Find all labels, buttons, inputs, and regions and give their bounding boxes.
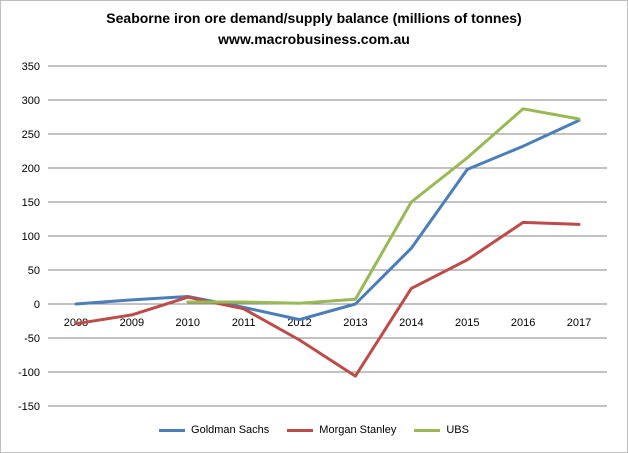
y-tick-label: -50 bbox=[24, 333, 40, 345]
series-line-morgan-stanley bbox=[74, 220, 581, 378]
y-tick-label: 250 bbox=[22, 129, 40, 141]
data-point-ubs bbox=[298, 302, 301, 305]
data-point-morgan-stanley bbox=[466, 258, 469, 261]
data-point-goldman-sachs bbox=[130, 298, 133, 301]
legend-swatch bbox=[414, 428, 441, 432]
legend-item-goldman-sachs: Goldman Sachs bbox=[159, 424, 269, 436]
series-line-goldman-sachs bbox=[74, 118, 581, 322]
legend-item-ubs: UBS bbox=[414, 424, 469, 436]
y-tick-label: 300 bbox=[22, 95, 40, 107]
data-point-morgan-stanley bbox=[522, 221, 525, 224]
y-tick-label: -100 bbox=[18, 367, 40, 379]
x-tick-label: 2014 bbox=[399, 317, 423, 329]
y-tick-label: 350 bbox=[22, 61, 40, 73]
legend-swatch bbox=[159, 428, 186, 432]
data-point-morgan-stanley bbox=[186, 296, 189, 299]
data-point-ubs bbox=[354, 298, 357, 301]
data-point-ubs bbox=[242, 300, 245, 303]
x-tick-label: 2017 bbox=[567, 317, 591, 329]
x-tick-label: 2016 bbox=[511, 317, 535, 329]
legend-label: UBS bbox=[446, 424, 469, 436]
data-point-ubs bbox=[578, 118, 581, 121]
y-tick-label: 200 bbox=[22, 163, 40, 175]
y-tick-label: -150 bbox=[18, 401, 40, 413]
data-point-morgan-stanley bbox=[354, 375, 357, 378]
x-tick-label: 2011 bbox=[232, 317, 256, 329]
data-point-ubs bbox=[186, 300, 189, 303]
data-point-morgan-stanley bbox=[74, 322, 77, 325]
y-tick-label: 0 bbox=[34, 299, 40, 311]
x-tick-label: 2010 bbox=[176, 317, 200, 329]
y-tick-label: 150 bbox=[22, 197, 40, 209]
data-point-goldman-sachs bbox=[522, 145, 525, 148]
x-tick-label: 2013 bbox=[343, 317, 367, 329]
data-point-goldman-sachs bbox=[298, 318, 301, 321]
x-tick-label: 2009 bbox=[120, 317, 144, 329]
series-line-ubs bbox=[186, 107, 581, 305]
legend-swatch bbox=[287, 428, 314, 432]
chart-subtitle: www.macrobusiness.com.au bbox=[218, 31, 410, 47]
data-point-ubs bbox=[410, 201, 413, 204]
x-tick-label: 2015 bbox=[455, 317, 479, 329]
data-point-morgan-stanley bbox=[298, 339, 301, 342]
data-point-morgan-stanley bbox=[242, 307, 245, 310]
data-point-goldman-sachs bbox=[466, 168, 469, 171]
data-point-ubs bbox=[522, 107, 525, 110]
y-tick-label: 100 bbox=[22, 231, 40, 243]
x-tick-label: 2012 bbox=[287, 317, 311, 329]
data-point-goldman-sachs bbox=[74, 303, 77, 306]
legend-label: Goldman Sachs bbox=[191, 424, 270, 436]
y-tick-label: 50 bbox=[28, 265, 40, 277]
data-point-ubs bbox=[466, 156, 469, 159]
legend-item-morgan-stanley: Morgan Stanley bbox=[287, 424, 396, 436]
data-point-morgan-stanley bbox=[130, 313, 133, 316]
chart-legend: Goldman Sachs Morgan Stanley UBS bbox=[0, 424, 628, 436]
data-point-morgan-stanley bbox=[578, 223, 581, 226]
data-point-goldman-sachs bbox=[354, 303, 357, 306]
legend-label: Morgan Stanley bbox=[319, 424, 397, 436]
data-point-morgan-stanley bbox=[410, 287, 413, 290]
data-point-goldman-sachs bbox=[410, 247, 413, 250]
chart-title: Seaborne iron ore demand/supply balance … bbox=[106, 10, 522, 26]
